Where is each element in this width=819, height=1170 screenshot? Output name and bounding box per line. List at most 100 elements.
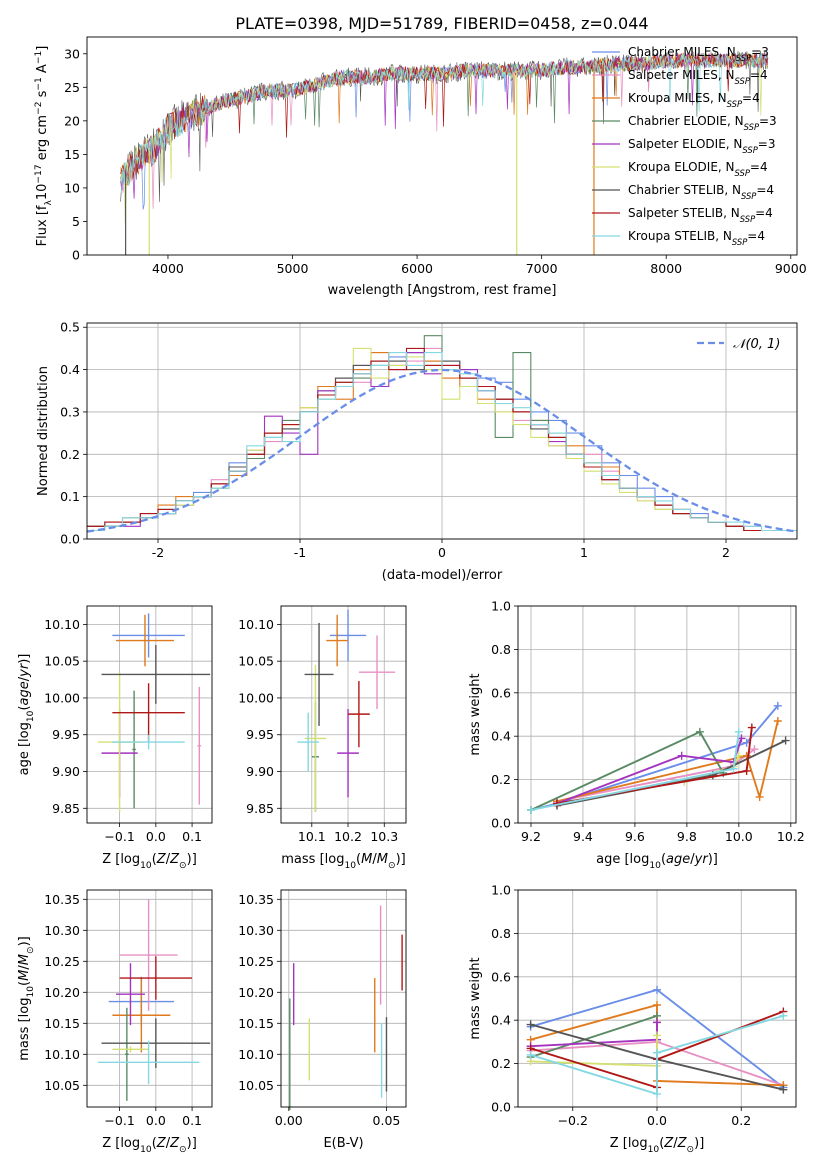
x-tick-label: -2 bbox=[152, 545, 164, 560]
y-tick-label: 10.00 bbox=[238, 690, 274, 705]
weight-marker bbox=[734, 727, 743, 736]
y-axis-label: mass weight bbox=[468, 673, 483, 755]
y-tick-label: 0.0 bbox=[491, 1100, 511, 1115]
y-tick-label: 10.05 bbox=[44, 654, 80, 669]
panel-mass-vs-ebv: 0.00 0.05 10.05 10.10 10.15 10.20 10.25 10.30 10… bbox=[238, 889, 407, 1151]
y-tick-label: 10.35 bbox=[44, 892, 80, 907]
axes-frame bbox=[86, 889, 213, 1108]
y-tick-label: 10.05 bbox=[44, 1078, 80, 1093]
y-tick-label: 10.05 bbox=[238, 654, 274, 669]
weight-marker bbox=[526, 1050, 535, 1059]
y-tick-label: 10.30 bbox=[44, 923, 80, 938]
y-tick-label: 0.4 bbox=[491, 729, 511, 744]
legend-label: 𝒩(0, 1) bbox=[733, 337, 780, 352]
panel-spectrum: 4000 5000 6000 7000 8000 9000 0 5 10 15 20 25 30 wave… bbox=[34, 36, 807, 298]
weight-marker bbox=[653, 1001, 661, 1010]
legend-label: Kroupa ELODIE, NSSP=4 bbox=[628, 160, 768, 178]
y-tick-label: 0.3 bbox=[60, 404, 80, 419]
y-tick-label: 9.95 bbox=[52, 727, 80, 742]
weight-line bbox=[556, 720, 779, 803]
y-tick-label: 1.0 bbox=[491, 883, 511, 898]
panel-age-vs-z: −0.1 0.0 0.1 9.85 9.90 9.95 10.00 10.05 10.10 Z [… bbox=[17, 605, 213, 871]
y-tick-label: 10.10 bbox=[44, 1047, 80, 1062]
weight-marker bbox=[653, 1018, 661, 1027]
x-tick-label: 0.0 bbox=[146, 1113, 166, 1128]
x-tick-label: −0.1 bbox=[104, 1113, 134, 1128]
gaussian-curve bbox=[86, 368, 798, 533]
x-tick-label: 9000 bbox=[775, 261, 807, 276]
x-tick-label: 10.3 bbox=[370, 829, 398, 844]
axes-frame bbox=[86, 36, 798, 256]
x-axis-label: E(B-V) bbox=[323, 1136, 363, 1151]
y-axis-label: mass [log10(M/M⊙)] bbox=[17, 936, 36, 1060]
panel-mass-vs-z: −0.1 0.0 0.1 10.05 10.10 10.15 10.20 10.25 10.30… bbox=[17, 889, 213, 1155]
weight-marker bbox=[653, 1048, 661, 1057]
x-tick-label: 0.1 bbox=[182, 1113, 202, 1128]
weight-line bbox=[530, 1014, 784, 1096]
x-tick-label: 0.0 bbox=[647, 1113, 667, 1128]
x-tick-label: 10.1 bbox=[298, 829, 326, 844]
y-tick-label: 10.10 bbox=[44, 617, 80, 632]
x-tick-label: 4000 bbox=[152, 261, 184, 276]
y-tick-label: 10.20 bbox=[44, 985, 80, 1000]
histogram-step bbox=[87, 352, 797, 532]
y-tick-label: 5 bbox=[72, 214, 80, 229]
x-tick-label: 8000 bbox=[650, 261, 682, 276]
y-tick-label: 0.6 bbox=[491, 969, 511, 984]
y-tick-label: 0.8 bbox=[491, 926, 511, 941]
weight-marker bbox=[779, 1011, 788, 1020]
x-axis-label: wavelength [Angstrom, rest frame] bbox=[328, 283, 557, 298]
y-tick-label: 10.25 bbox=[238, 954, 274, 969]
y-tick-label: 0.1 bbox=[60, 489, 80, 504]
weight-marker bbox=[526, 1020, 535, 1029]
x-tick-label: -1 bbox=[294, 545, 306, 560]
y-tick-label: 0.2 bbox=[60, 447, 80, 462]
x-tick-label: 5000 bbox=[277, 261, 309, 276]
y-tick-label: 10.20 bbox=[238, 985, 274, 1000]
x-tick-label: 2 bbox=[722, 545, 730, 560]
x-tick-label: 0.05 bbox=[373, 1113, 401, 1128]
y-axis-label: age [log10(age/yr)] bbox=[17, 654, 36, 776]
legend-label: Chabrier STELIB, NSSP=4 bbox=[628, 183, 774, 201]
y-tick-label: 10.10 bbox=[238, 617, 274, 632]
y-tick-label: 9.90 bbox=[52, 764, 80, 779]
weight-marker bbox=[742, 766, 751, 775]
weight-line bbox=[556, 738, 743, 805]
y-tick-label: 9.95 bbox=[246, 727, 274, 742]
x-tick-label: 7000 bbox=[526, 261, 558, 276]
spectrum-line bbox=[120, 53, 768, 194]
y-tick-label: 0 bbox=[72, 248, 80, 263]
y-tick-label: 9.85 bbox=[246, 801, 274, 816]
y-tick-label: 10.30 bbox=[238, 923, 274, 938]
y-axis-label: mass weight bbox=[468, 957, 483, 1039]
x-axis-label: Z [log10(Z/Z⊙)] bbox=[102, 852, 197, 871]
legend-label: Salpeter MILES, NSSP=4 bbox=[628, 68, 768, 86]
weight-marker bbox=[729, 764, 738, 773]
axes-frame bbox=[86, 322, 798, 540]
y-tick-label: 0.6 bbox=[491, 685, 511, 700]
x-tick-label: 9.8 bbox=[677, 829, 697, 844]
axes-frame bbox=[517, 889, 797, 1108]
y-tick-label: 0.4 bbox=[60, 362, 80, 377]
legend-label: Kroupa STELIB, NSSP=4 bbox=[628, 229, 765, 247]
x-axis-label: Z [log10(Z/Z⊙)] bbox=[102, 1136, 197, 1155]
x-tick-label: 6000 bbox=[401, 261, 433, 276]
weight-line bbox=[530, 1014, 658, 1059]
weight-marker bbox=[695, 727, 704, 736]
y-tick-label: 20 bbox=[64, 113, 80, 128]
figure-title: PLATE=0398, MJD=51789, FIBERID=0458, z=0… bbox=[235, 14, 648, 33]
y-tick-label: 15 bbox=[64, 147, 80, 162]
legend-label: Chabrier ELODIE, NSSP=3 bbox=[628, 114, 777, 132]
y-tick-label: 30 bbox=[64, 46, 80, 61]
y-tick-label: 0.2 bbox=[491, 1056, 511, 1071]
x-axis-label: (data-model)/error bbox=[382, 568, 503, 583]
x-tick-label: 0.2 bbox=[731, 1113, 751, 1128]
weight-marker bbox=[773, 701, 782, 710]
y-tick-label: 0.2 bbox=[491, 772, 511, 787]
weight-marker bbox=[653, 1031, 661, 1040]
x-tick-label: 0.0 bbox=[146, 829, 166, 844]
x-tick-label: 0.1 bbox=[182, 829, 202, 844]
x-tick-label: −0.1 bbox=[104, 829, 134, 844]
